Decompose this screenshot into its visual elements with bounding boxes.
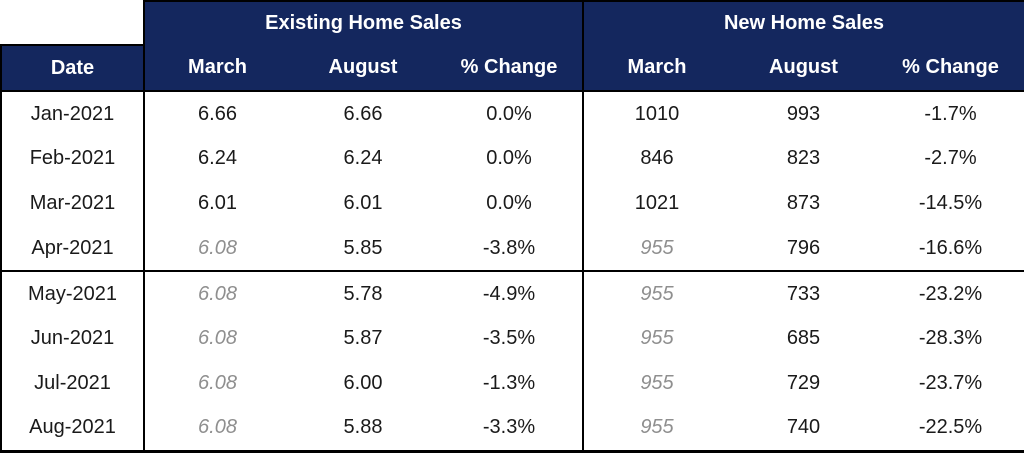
table-row-may-2021: May-2021 6.08 5.78 -4.9% 955 733 -23.2% xyxy=(0,271,1024,316)
cell-new-pct-change: -23.7% xyxy=(877,361,1024,406)
table-row-jul-2021: Jul-2021 6.08 6.00 -1.3% 955 729 -23.7% xyxy=(0,361,1024,406)
cell-existing-march: 6.24 xyxy=(143,136,290,181)
cell-new-pct-change: -2.7% xyxy=(877,136,1024,181)
cell-date: May-2021 xyxy=(0,271,144,316)
cell-new-august: 733 xyxy=(730,271,877,316)
table-row-feb-2021: Feb-2021 6.24 6.24 0.0% 846 823 -2.7% xyxy=(0,136,1024,181)
cell-date: Aug-2021 xyxy=(0,406,144,453)
cell-new-march: 1021 xyxy=(582,181,730,226)
cell-new-august: 740 xyxy=(730,406,877,453)
cell-new-pct-change: -28.3% xyxy=(877,316,1024,361)
cell-existing-august: 6.01 xyxy=(290,181,436,226)
cell-date: Jun-2021 xyxy=(0,316,144,361)
col-header-existing-march: March xyxy=(143,45,290,92)
cell-existing-pct-change: -3.3% xyxy=(436,406,583,453)
cell-existing-pct-change: 0.0% xyxy=(436,181,583,226)
table-row-apr-2021: Apr-2021 6.08 5.85 -3.8% 955 796 -16.6% xyxy=(0,226,1024,272)
group-header-existing-home-sales: Existing Home Sales xyxy=(143,0,583,45)
col-header-new-march: March xyxy=(582,45,730,92)
cell-new-march-estimate: 955 xyxy=(582,271,730,316)
cell-new-august: 873 xyxy=(730,181,877,226)
cell-new-march: 846 xyxy=(582,136,730,181)
cell-date: Feb-2021 xyxy=(0,136,144,181)
cell-new-pct-change: -23.2% xyxy=(877,271,1024,316)
table-row-jan-2021: Jan-2021 6.66 6.66 0.0% 1010 993 -1.7% xyxy=(0,91,1024,136)
table-body: Jan-2021 6.66 6.66 0.0% 1010 993 -1.7% F… xyxy=(0,91,1024,453)
cell-date: Apr-2021 xyxy=(0,226,144,272)
corner-cell xyxy=(1,1,144,46)
cell-new-march: 1010 xyxy=(582,91,730,136)
col-header-date: Date xyxy=(0,45,144,92)
cell-date: Jan-2021 xyxy=(0,91,144,136)
cell-existing-march: 6.01 xyxy=(143,181,290,226)
cell-existing-august: 5.78 xyxy=(290,271,436,316)
cell-new-august: 993 xyxy=(730,91,877,136)
cell-new-pct-change: -16.6% xyxy=(877,226,1024,272)
cell-existing-pct-change: -1.3% xyxy=(436,361,583,406)
cell-existing-march-estimate: 6.08 xyxy=(143,316,290,361)
cell-existing-august: 5.85 xyxy=(290,226,436,272)
cell-new-march-estimate: 955 xyxy=(582,226,730,272)
cell-existing-pct-change: -4.9% xyxy=(436,271,583,316)
cell-existing-pct-change: 0.0% xyxy=(436,136,583,181)
cell-new-august: 823 xyxy=(730,136,877,181)
cell-existing-august: 5.88 xyxy=(290,406,436,453)
cell-new-august: 796 xyxy=(730,226,877,272)
cell-date: Jul-2021 xyxy=(0,361,144,406)
cell-new-august: 729 xyxy=(730,361,877,406)
col-header-new-pct-change: % Change xyxy=(877,45,1024,92)
cell-new-march-estimate: 955 xyxy=(582,316,730,361)
cell-existing-march-estimate: 6.08 xyxy=(143,226,290,272)
cell-existing-august: 5.87 xyxy=(290,316,436,361)
cell-new-march-estimate: 955 xyxy=(582,406,730,453)
cell-existing-august: 6.00 xyxy=(290,361,436,406)
cell-new-pct-change: -1.7% xyxy=(877,91,1024,136)
cell-existing-pct-change: 0.0% xyxy=(436,91,583,136)
table-row-aug-2021: Aug-2021 6.08 5.88 -3.3% 955 740 -22.5% xyxy=(0,406,1024,453)
cell-existing-march-estimate: 6.08 xyxy=(143,271,290,316)
cell-existing-august: 6.66 xyxy=(290,91,436,136)
table-header: Existing Home Sales New Home Sales Date … xyxy=(0,0,1024,92)
table-row-mar-2021: Mar-2021 6.01 6.01 0.0% 1021 873 -14.5% xyxy=(0,181,1024,226)
cell-new-pct-change: -14.5% xyxy=(877,181,1024,226)
cell-existing-pct-change: -3.8% xyxy=(436,226,583,272)
cell-existing-august: 6.24 xyxy=(290,136,436,181)
cell-date: Mar-2021 xyxy=(0,181,144,226)
cell-existing-pct-change: -3.5% xyxy=(436,316,583,361)
col-header-new-august: August xyxy=(730,45,877,92)
cell-new-pct-change: -22.5% xyxy=(877,406,1024,453)
column-header-row: Date March August % Change March August … xyxy=(0,45,1024,92)
group-header-row: Existing Home Sales New Home Sales xyxy=(1,0,1024,46)
cell-new-august: 685 xyxy=(730,316,877,361)
cell-existing-march-estimate: 6.08 xyxy=(143,406,290,453)
cell-existing-march-estimate: 6.08 xyxy=(143,361,290,406)
col-header-existing-pct-change: % Change xyxy=(436,45,583,92)
group-header-new-home-sales: New Home Sales xyxy=(581,0,1024,45)
table-row-jun-2021: Jun-2021 6.08 5.87 -3.5% 955 685 -28.3% xyxy=(0,316,1024,361)
cell-existing-march: 6.66 xyxy=(143,91,290,136)
cell-new-march-estimate: 955 xyxy=(582,361,730,406)
col-header-existing-august: August xyxy=(290,45,436,92)
